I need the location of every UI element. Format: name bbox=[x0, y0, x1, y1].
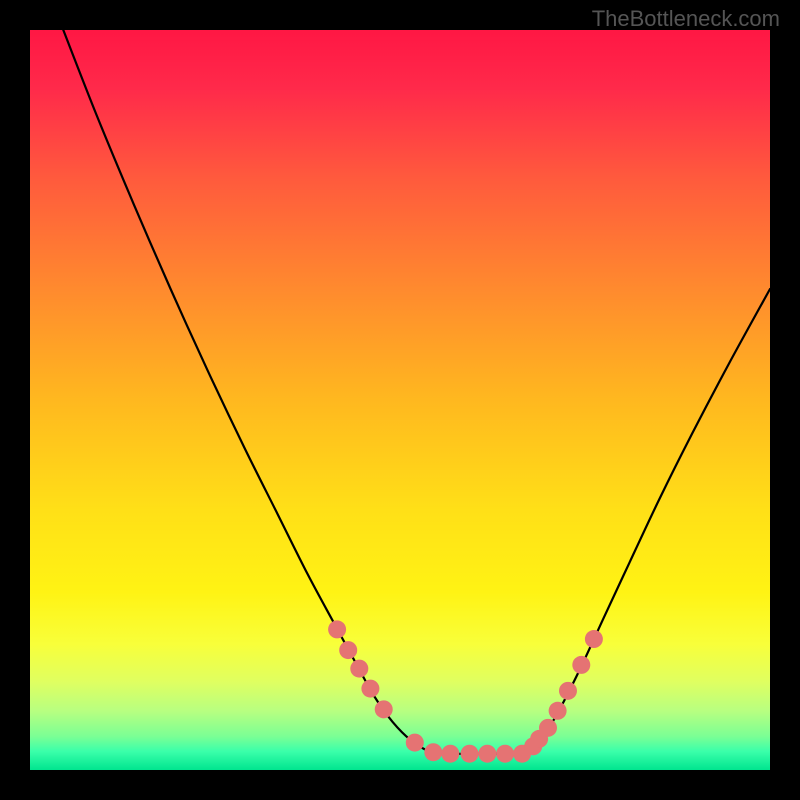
curve-marker bbox=[375, 700, 393, 718]
watermark-text: TheBottleneck.com bbox=[592, 6, 780, 32]
curve-marker bbox=[406, 734, 424, 752]
curve-markers bbox=[328, 620, 603, 762]
curve-marker bbox=[461, 745, 479, 763]
curve-marker bbox=[361, 680, 379, 698]
curve-marker bbox=[496, 745, 514, 763]
curve-marker bbox=[424, 743, 442, 761]
curve-marker bbox=[559, 682, 577, 700]
curve-layer bbox=[30, 30, 770, 770]
curve-marker bbox=[441, 745, 459, 763]
plot-area bbox=[30, 30, 770, 770]
curve-marker bbox=[478, 745, 496, 763]
bottleneck-curve bbox=[63, 30, 770, 754]
curve-marker bbox=[585, 630, 603, 648]
curve-marker bbox=[549, 702, 567, 720]
curve-marker bbox=[339, 641, 357, 659]
curve-marker bbox=[572, 656, 590, 674]
curve-marker bbox=[539, 719, 557, 737]
curve-marker bbox=[328, 620, 346, 638]
curve-marker bbox=[350, 660, 368, 678]
